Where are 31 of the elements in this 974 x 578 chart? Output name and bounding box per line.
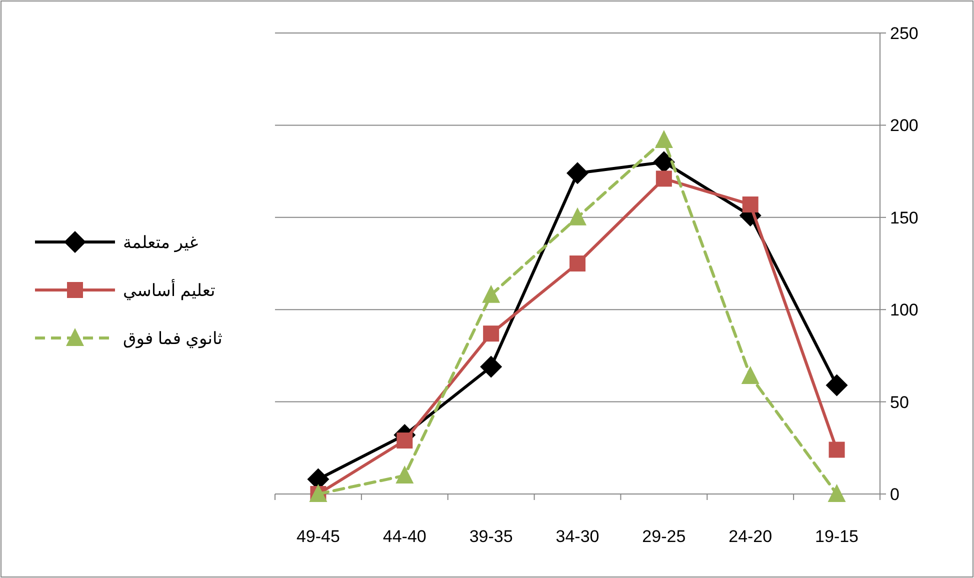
- x-tick-label: 44-40: [382, 527, 426, 546]
- point: [566, 162, 588, 184]
- point: [742, 196, 758, 212]
- point: [741, 366, 760, 384]
- x-tick-label: 24-20: [728, 527, 772, 546]
- x-tick-label: 19-15: [815, 527, 859, 546]
- y-tick-label: 200: [890, 116, 918, 136]
- legend-label: ثانوي فما فوق: [123, 329, 223, 349]
- point: [568, 207, 586, 226]
- point: [826, 374, 848, 396]
- point: [656, 170, 672, 187]
- legend-label: غير متعلمة: [123, 233, 198, 253]
- x-tick-label: 49-45: [296, 527, 340, 546]
- point: [828, 484, 846, 502]
- point: [396, 432, 413, 449]
- point: [482, 284, 500, 303]
- x-tick-label: 39-35: [469, 527, 513, 546]
- x-tick-label: 29-25: [642, 527, 686, 546]
- y-tick-label: 50: [890, 392, 909, 412]
- y-tick-label: 0: [890, 485, 900, 504]
- y-tick-label: 150: [890, 208, 918, 228]
- legend-label: تعليم أساسي: [123, 279, 216, 301]
- y-tick-label: 100: [890, 300, 918, 320]
- y-tick-label: 250: [890, 24, 918, 43]
- point: [483, 326, 500, 342]
- point: [654, 130, 673, 148]
- point: [396, 466, 414, 484]
- point: [480, 356, 502, 378]
- point: [828, 442, 845, 458]
- point: [570, 256, 586, 272]
- x-tick-label: 34-30: [556, 527, 600, 546]
